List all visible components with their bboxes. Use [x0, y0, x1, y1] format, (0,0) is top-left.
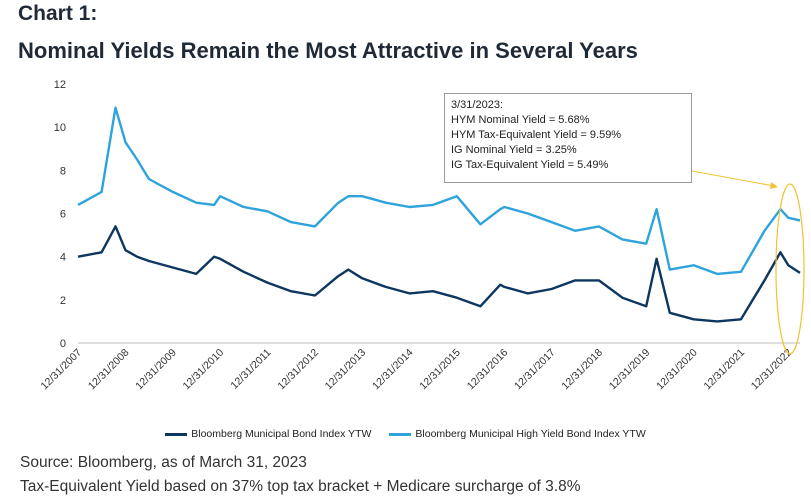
tax-note: Tax-Equivalent Yield based on 37% top ta…: [20, 478, 581, 495]
x-tick-label: 12/31/2012: [275, 347, 321, 393]
annotation-arrowhead: [770, 182, 778, 189]
x-tick-label: 12/31/2020: [654, 347, 700, 393]
highlight-ellipse: [775, 183, 805, 355]
x-tick-label: 12/31/2009: [133, 347, 179, 393]
legend-swatch-hy: [389, 432, 412, 436]
y-tick-label: 0: [60, 338, 66, 350]
annotation-line: IG Tax-Equivalent Yield = 5.49%: [451, 159, 609, 171]
annotation-line: HYM Nominal Yield = 5.68%: [451, 114, 590, 126]
x-tick-label: 12/31/2014: [370, 347, 416, 393]
y-tick-label: 6: [60, 209, 66, 221]
chart-label: Chart 1:: [18, 2, 98, 25]
x-tick-label: 12/31/2019: [607, 347, 653, 393]
x-tick-label: 12/31/2013: [323, 347, 369, 393]
legend-item-ig: Bloomberg Municipal Bond Index YTW: [165, 428, 371, 440]
y-tick-label: 2: [60, 295, 66, 307]
legend-swatch-ig: [165, 432, 188, 436]
source-note: Source: Bloomberg, as of March 31, 2023: [20, 454, 307, 471]
x-tick-label: 12/31/2016: [465, 347, 511, 393]
chart-legend: Bloomberg Municipal Bond Index YTW Bloom…: [0, 428, 811, 440]
x-tick-label: 12/31/2008: [86, 347, 132, 393]
legend-label-ig: Bloomberg Municipal Bond Index YTW: [191, 428, 372, 440]
x-tick-label: 12/31/2007: [38, 347, 84, 393]
x-tick-label: 12/31/2010: [181, 347, 227, 393]
chart-title: Nominal Yields Remain the Most Attractiv…: [18, 38, 638, 63]
x-tick-label: 12/31/2021: [701, 347, 747, 393]
x-tick-label: 12/31/2017: [512, 347, 558, 393]
annotation-line: HYM Tax-Equivalent Yield = 9.59%: [451, 129, 622, 141]
annotation-line: IG Nominal Yield = 3.25%: [451, 144, 577, 156]
annotation-box: 3/31/2023: HYM Nominal Yield = 5.68% HYM…: [444, 93, 692, 183]
x-tick-label: 12/31/2015: [417, 347, 463, 393]
y-tick-label: 12: [54, 79, 66, 91]
legend-label-hy: Bloomberg Municipal High Yield Bond Inde…: [415, 428, 646, 440]
y-tick-label: 10: [54, 122, 66, 134]
annotation-arrow-line: [691, 170, 775, 187]
series-line-hy: [77, 106, 801, 276]
legend-item-hy: Bloomberg Municipal High Yield Bond Inde…: [389, 428, 646, 440]
x-tick-label: 12/31/2011: [228, 347, 273, 392]
y-tick-label: 4: [60, 252, 66, 264]
y-tick-label: 8: [60, 165, 66, 177]
annotation-date: 3/31/2023:: [451, 99, 503, 111]
x-tick-label: 12/31/2018: [559, 347, 605, 393]
series-line-ig: [77, 225, 801, 323]
